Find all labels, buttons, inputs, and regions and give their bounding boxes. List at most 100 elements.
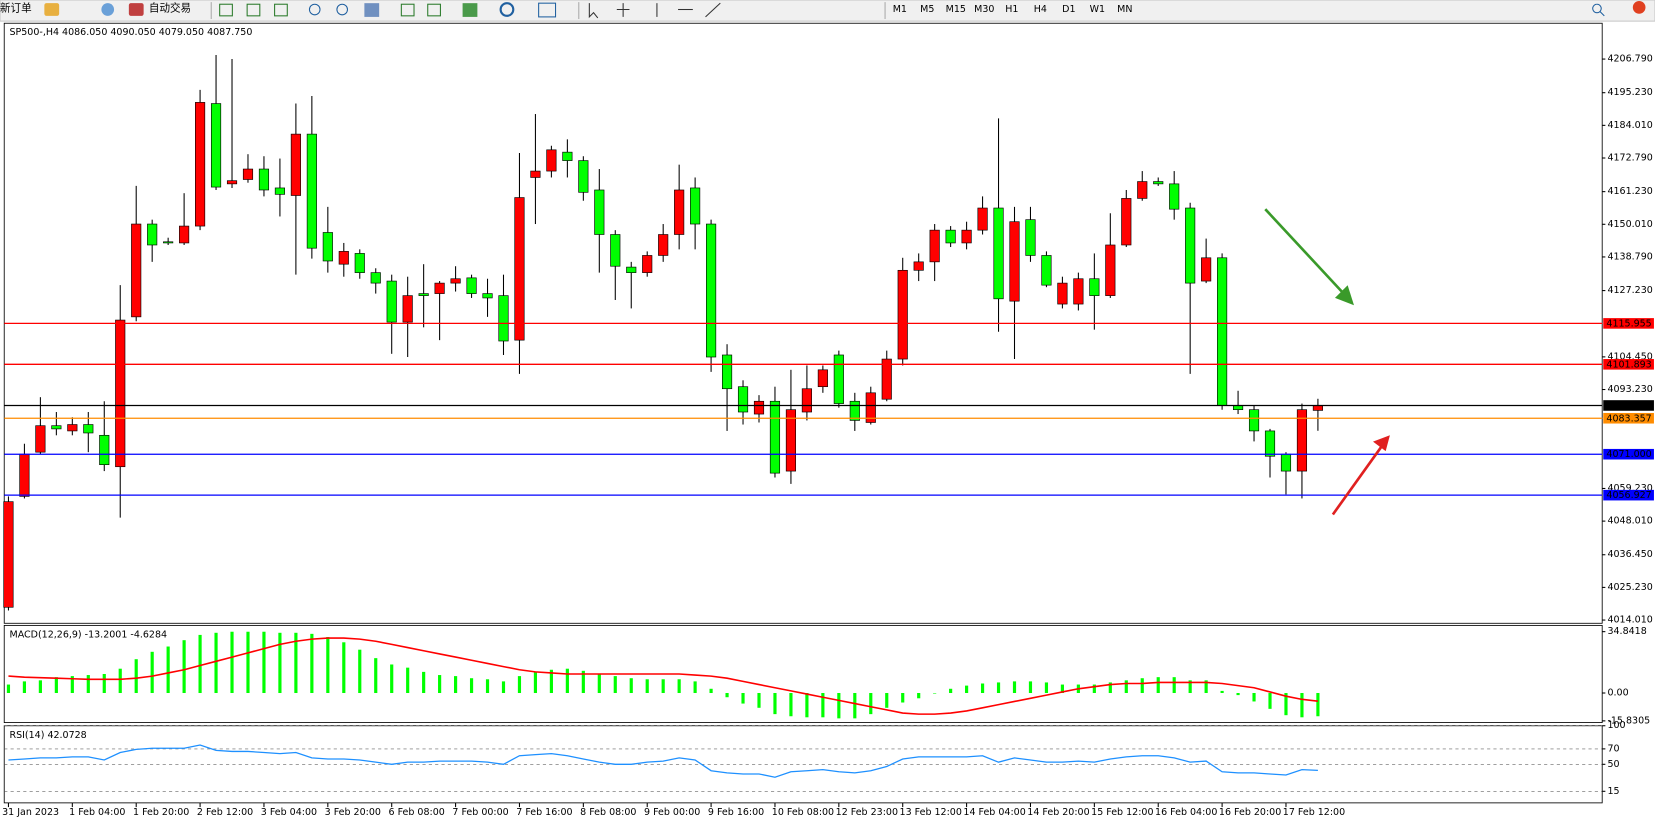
panel-title: MACD(12,26,9) -13.2001 -4.6284 bbox=[10, 629, 168, 640]
icon[interactable] bbox=[44, 3, 60, 16]
candle-body bbox=[1025, 219, 1036, 256]
macd-bar bbox=[885, 693, 889, 708]
candle-body bbox=[929, 229, 940, 263]
arrow bbox=[1331, 442, 1385, 516]
candle-body bbox=[833, 354, 844, 404]
notification[interactable] bbox=[1632, 1, 1646, 14]
macd-bar bbox=[996, 682, 1001, 694]
macd-bar bbox=[1124, 680, 1128, 694]
macd-bar bbox=[597, 673, 601, 694]
new-order-button[interactable]: 新订单 bbox=[0, 1, 32, 14]
icon[interactable] bbox=[538, 2, 557, 18]
candle-body bbox=[67, 424, 78, 432]
level-label: 4087.750 bbox=[1606, 400, 1651, 411]
icon[interactable] bbox=[274, 3, 288, 17]
macd-bar bbox=[134, 659, 138, 694]
candle-body bbox=[3, 501, 14, 608]
candle-body bbox=[849, 400, 860, 421]
icon[interactable] bbox=[101, 3, 115, 16]
macd-bar bbox=[533, 671, 538, 694]
macd-bar bbox=[980, 683, 985, 694]
macd-bar bbox=[773, 693, 777, 715]
macd-bar bbox=[310, 633, 314, 694]
level-label: 4056.927 bbox=[1606, 490, 1651, 501]
icon[interactable] bbox=[128, 3, 144, 16]
macd-bar bbox=[374, 658, 378, 694]
period-button[interactable]: D1 bbox=[1062, 4, 1075, 15]
macd-bar bbox=[6, 684, 11, 694]
x-tick-label: 13 Feb 12:00 bbox=[900, 807, 962, 818]
zoom-out[interactable] bbox=[336, 3, 349, 16]
macd-bar bbox=[1316, 693, 1320, 717]
icon[interactable] bbox=[219, 3, 233, 17]
macd-bar bbox=[406, 667, 410, 694]
y-tick-label: 4025.230 bbox=[1607, 582, 1652, 593]
candle-body bbox=[1217, 257, 1228, 406]
macd-bar bbox=[1108, 682, 1112, 694]
period-button[interactable]: M30 bbox=[974, 4, 994, 15]
trendline-tool[interactable] bbox=[705, 2, 721, 18]
toolbar: 新订单 自动交易 bbox=[0, 0, 1655, 22]
arrow-head bbox=[1334, 285, 1354, 306]
search[interactable] bbox=[1592, 3, 1605, 17]
macd-bar bbox=[1172, 677, 1176, 694]
macd-bar bbox=[246, 631, 250, 694]
candle-body bbox=[434, 282, 445, 294]
cursor-tool[interactable] bbox=[588, 3, 599, 19]
y-tick-label: 100 bbox=[1607, 720, 1625, 731]
candle-body bbox=[514, 197, 525, 341]
icon[interactable] bbox=[462, 3, 478, 17]
icon[interactable] bbox=[427, 3, 441, 17]
period-button[interactable]: H4 bbox=[1034, 4, 1047, 15]
icon[interactable] bbox=[246, 3, 261, 17]
period-button[interactable]: M15 bbox=[946, 4, 966, 15]
macd-bar bbox=[901, 693, 905, 703]
x-tick-label: 8 Feb 08:00 bbox=[580, 807, 636, 818]
macd-bar bbox=[677, 679, 681, 694]
period-button[interactable]: M5 bbox=[920, 4, 934, 15]
candle-body bbox=[674, 189, 685, 235]
macd-bar bbox=[693, 681, 697, 694]
crosshair-tool[interactable] bbox=[616, 3, 630, 17]
candle-body bbox=[658, 234, 669, 256]
candle-body bbox=[690, 187, 701, 225]
macd-bar bbox=[917, 693, 921, 699]
icon[interactable] bbox=[499, 2, 515, 17]
period-button[interactable]: W1 bbox=[1090, 4, 1105, 15]
zoom-in[interactable] bbox=[308, 3, 321, 16]
y-tick-label: 4036.450 bbox=[1607, 549, 1652, 560]
candle-body bbox=[19, 453, 30, 497]
period-button[interactable]: MN bbox=[1117, 4, 1132, 15]
candle-body bbox=[977, 207, 988, 231]
macd-bar bbox=[1092, 684, 1096, 694]
period-button[interactable]: H1 bbox=[1005, 4, 1018, 15]
macd-bar bbox=[230, 631, 234, 694]
candle-body bbox=[1009, 221, 1020, 302]
candle-body bbox=[1169, 183, 1180, 210]
candle-body bbox=[131, 223, 142, 318]
candle-body bbox=[322, 232, 333, 262]
level-label: 4115.955 bbox=[1606, 318, 1651, 329]
toolbar-bg bbox=[0, 0, 1655, 22]
candle-body bbox=[482, 293, 493, 299]
candle-body bbox=[961, 229, 972, 244]
candle-body bbox=[163, 241, 174, 244]
macd-bar bbox=[22, 681, 27, 694]
level-tag bbox=[1603, 359, 1654, 370]
x-tick-label: 9 Feb 16:00 bbox=[708, 807, 764, 818]
y-tick-label: 0.00 bbox=[1607, 688, 1628, 699]
icon[interactable] bbox=[400, 3, 415, 17]
macd-bar bbox=[661, 679, 665, 694]
icon[interactable] bbox=[364, 3, 380, 17]
macd-bar bbox=[326, 637, 330, 694]
candle-body bbox=[706, 223, 717, 358]
auto-trading-button[interactable]: 自动交易 bbox=[149, 1, 191, 14]
arrow bbox=[1264, 208, 1349, 299]
candle-body bbox=[897, 269, 908, 360]
candle-body bbox=[418, 293, 429, 296]
macd-bar bbox=[1028, 681, 1033, 694]
macd-bar bbox=[725, 693, 729, 698]
candle-body bbox=[450, 278, 461, 284]
candle-body bbox=[1185, 207, 1196, 284]
period-button[interactable]: M1 bbox=[893, 4, 907, 15]
